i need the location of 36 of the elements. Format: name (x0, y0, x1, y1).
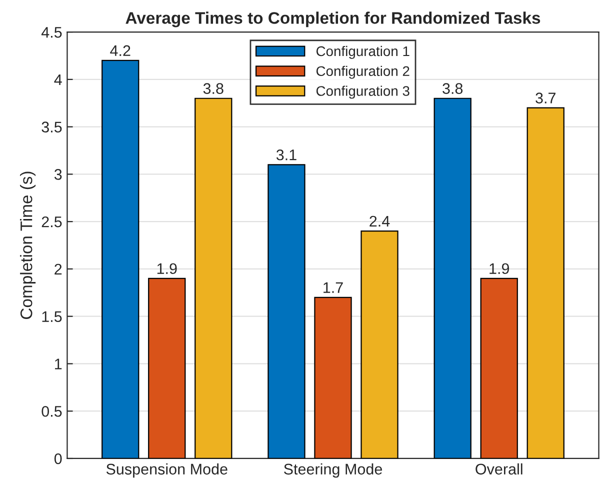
bar (480, 278, 518, 458)
bar (268, 164, 306, 458)
y-tick-label: 4.5 (41, 27, 62, 38)
y-tick-label: 2.5 (42, 216, 62, 228)
data-label: 3.1 (276, 149, 296, 160)
legend-label: Configuration 3 (316, 86, 410, 99)
y-tick-label: 0.5 (42, 406, 62, 417)
bar (314, 296, 352, 458)
x-tick-label: Steering Mode (284, 463, 382, 478)
data-label: 3.8 (203, 83, 224, 94)
y-tick-label: 0 (54, 453, 62, 464)
legend-label: Configuration 2 (316, 66, 410, 79)
data-label: 4.2 (110, 45, 130, 56)
bar (526, 107, 564, 458)
data-label: 3.8 (442, 83, 463, 94)
y-tick-label: 3.5 (42, 122, 62, 132)
data-label: 1.7 (324, 282, 343, 293)
bar (148, 278, 186, 458)
y-tick-label: 1.5 (42, 311, 62, 322)
y-tick-label: 4 (54, 74, 62, 85)
data-label: 3.7 (536, 92, 556, 104)
x-tick-label: Suspension Mode (106, 463, 228, 478)
chart-title: Average Times to Completion for Randomized Tasks (126, 12, 540, 28)
data-label: 2.4 (370, 216, 390, 226)
bar (194, 98, 232, 458)
legend-label: Configuration 1 (316, 46, 410, 59)
data-label: 1.9 (490, 263, 510, 274)
y-tick-label: 3 (54, 169, 62, 180)
bar (102, 60, 140, 458)
bar (434, 98, 472, 458)
y-tick-label: 2 (54, 264, 62, 274)
y-tick-label: 1 (55, 358, 62, 370)
data-label: 1.9 (157, 263, 177, 274)
x-tick-label: Overall (476, 463, 522, 475)
y-axis-title: Completion Time (s) (20, 172, 36, 319)
bar (360, 230, 398, 458)
